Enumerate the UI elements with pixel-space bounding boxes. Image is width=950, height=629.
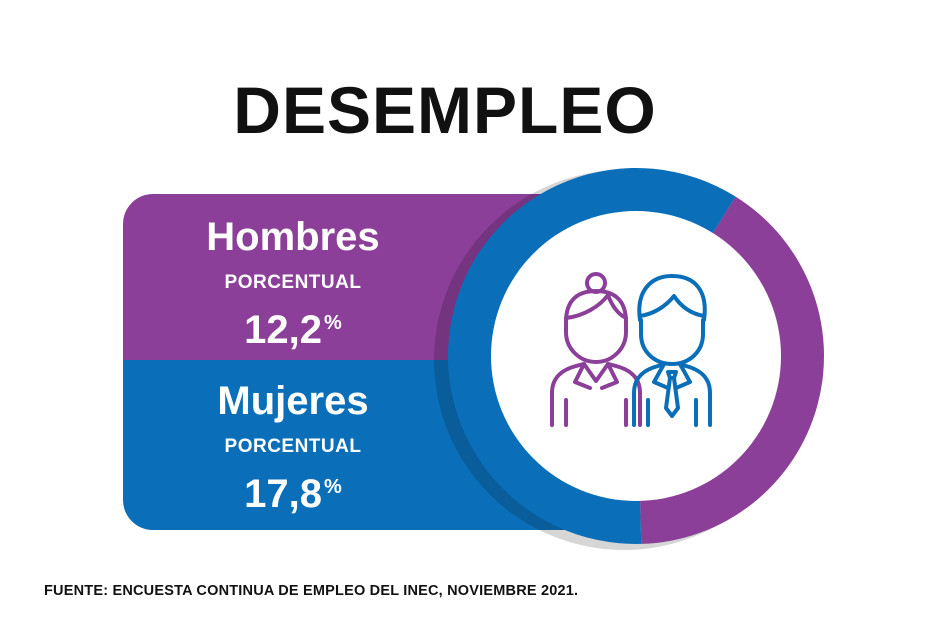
hombres-value: 12,2% — [123, 300, 463, 353]
mujeres-value-number: 17,8 — [244, 472, 323, 516]
hombres-text-block: Hombres PORCENTUAL 12,2% — [123, 214, 463, 353]
page-title: DESEMPLEO — [233, 73, 657, 147]
hombres-metric-label: PORCENTUAL — [224, 272, 362, 293]
hombres-value-number: 12,2 — [244, 308, 323, 352]
man-figure-icon — [632, 274, 712, 427]
donut-center — [491, 211, 781, 501]
mujeres-value: 17,8% — [123, 464, 463, 517]
source-note: FUENTE: ENCUESTA CONTINUA DE EMPLEO DEL … — [44, 583, 579, 599]
man-and-woman-people-icon — [550, 272, 712, 427]
hombres-value-unit: % — [324, 312, 342, 334]
mujeres-label: Mujeres — [217, 379, 369, 423]
mujeres-value-unit: % — [324, 476, 342, 498]
mujeres-metric-label: PORCENTUAL — [224, 436, 362, 457]
woman-figure-icon — [550, 272, 642, 427]
hombres-label: Hombres — [206, 215, 380, 259]
mujeres-text-block: Mujeres PORCENTUAL 17,8% — [123, 378, 463, 517]
